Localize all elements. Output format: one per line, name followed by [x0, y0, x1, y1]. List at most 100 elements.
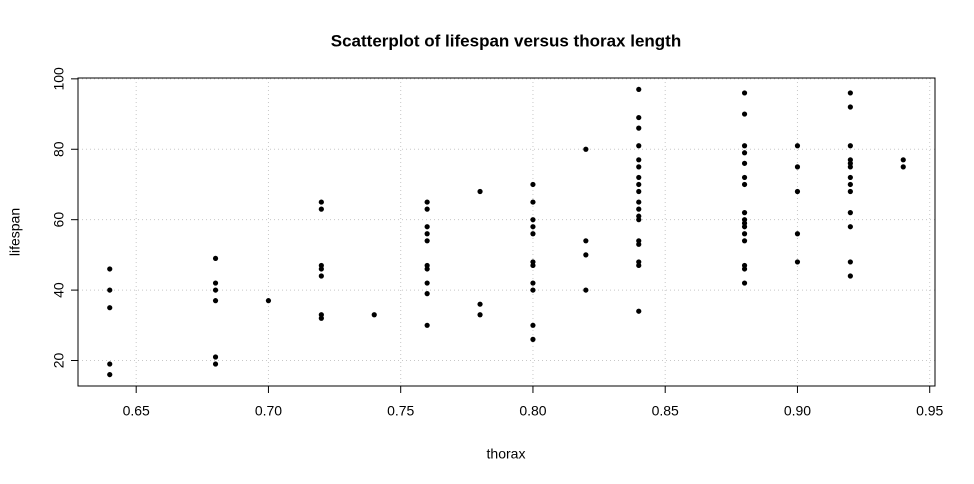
point: [741, 238, 748, 244]
plot-box: [77, 77, 936, 387]
point: [530, 262, 536, 269]
point: [265, 298, 272, 304]
point: [847, 210, 853, 216]
point: [741, 111, 748, 117]
point: [583, 287, 589, 293]
point: [741, 181, 748, 188]
point: [477, 188, 483, 195]
point: [318, 266, 324, 272]
point: [636, 188, 642, 195]
point: [636, 199, 642, 205]
point: [583, 252, 589, 258]
point: [794, 259, 801, 265]
point: [530, 287, 536, 293]
y-tick-label: 20: [51, 353, 67, 369]
point: [847, 224, 853, 230]
point: [530, 181, 536, 188]
y-tick-label: 100: [51, 67, 67, 91]
point: [212, 255, 219, 262]
point: [530, 224, 536, 230]
point: [794, 143, 801, 149]
point: [530, 336, 536, 342]
point: [636, 241, 642, 247]
point: [636, 157, 642, 163]
point: [794, 231, 801, 237]
y-axis-label: lifespan: [7, 208, 23, 256]
point: [636, 86, 642, 93]
point: [318, 273, 324, 279]
x-tick-label: 0.80: [519, 403, 546, 419]
point: [741, 150, 748, 156]
x-tick-label: 0.85: [652, 403, 679, 419]
point: [371, 312, 377, 318]
point: [318, 199, 324, 205]
point: [477, 312, 483, 318]
point: [530, 322, 536, 328]
point: [424, 206, 430, 212]
point: [636, 181, 642, 188]
point: [636, 125, 642, 131]
point: [847, 143, 853, 149]
point: [636, 206, 642, 212]
point: [741, 143, 748, 149]
y-tick-label: 40: [51, 282, 67, 298]
point: [847, 188, 853, 195]
point: [847, 273, 853, 279]
point: [212, 354, 219, 360]
point: [424, 238, 430, 244]
point: [424, 224, 430, 230]
point: [212, 280, 219, 286]
point: [583, 146, 589, 152]
point: [212, 298, 219, 304]
point: [107, 361, 113, 367]
y-tick-label: 60: [51, 212, 67, 228]
point: [636, 114, 642, 121]
point: [794, 164, 801, 170]
point: [900, 157, 906, 163]
point: [636, 143, 642, 149]
point: [741, 224, 748, 230]
point: [107, 305, 113, 311]
point: [318, 206, 324, 212]
point: [212, 361, 219, 367]
x-tick-label: 0.65: [123, 403, 150, 419]
point: [424, 231, 430, 237]
point: [530, 280, 536, 286]
point: [530, 199, 536, 205]
point: [741, 266, 748, 272]
point: [741, 90, 748, 96]
point: [847, 164, 853, 170]
point: [847, 104, 853, 110]
point: [424, 280, 430, 286]
point: [107, 266, 113, 272]
point: [530, 217, 536, 223]
x-tick-label: 0.70: [255, 403, 282, 419]
point: [530, 231, 536, 237]
point: [583, 238, 589, 244]
point: [107, 371, 113, 378]
point: [477, 301, 483, 307]
point: [636, 308, 642, 314]
point: [900, 164, 906, 170]
point: [636, 217, 642, 223]
point: [318, 315, 324, 321]
point: [741, 280, 748, 286]
point: [424, 266, 430, 272]
point: [424, 322, 430, 328]
point: [212, 287, 219, 293]
point: [424, 291, 430, 297]
point: [847, 174, 853, 181]
point: [847, 259, 853, 265]
point: [741, 231, 748, 237]
x-tick-label: 0.90: [784, 403, 811, 419]
y-tick-label: 80: [51, 141, 67, 157]
point: [424, 199, 430, 205]
point: [636, 262, 642, 269]
point: [107, 287, 113, 293]
x-axis-label: thorax: [487, 446, 526, 462]
point: [741, 174, 748, 181]
point: [741, 160, 748, 166]
point: [741, 210, 748, 216]
point: [847, 90, 853, 96]
x-tick-label: 0.95: [916, 403, 943, 419]
